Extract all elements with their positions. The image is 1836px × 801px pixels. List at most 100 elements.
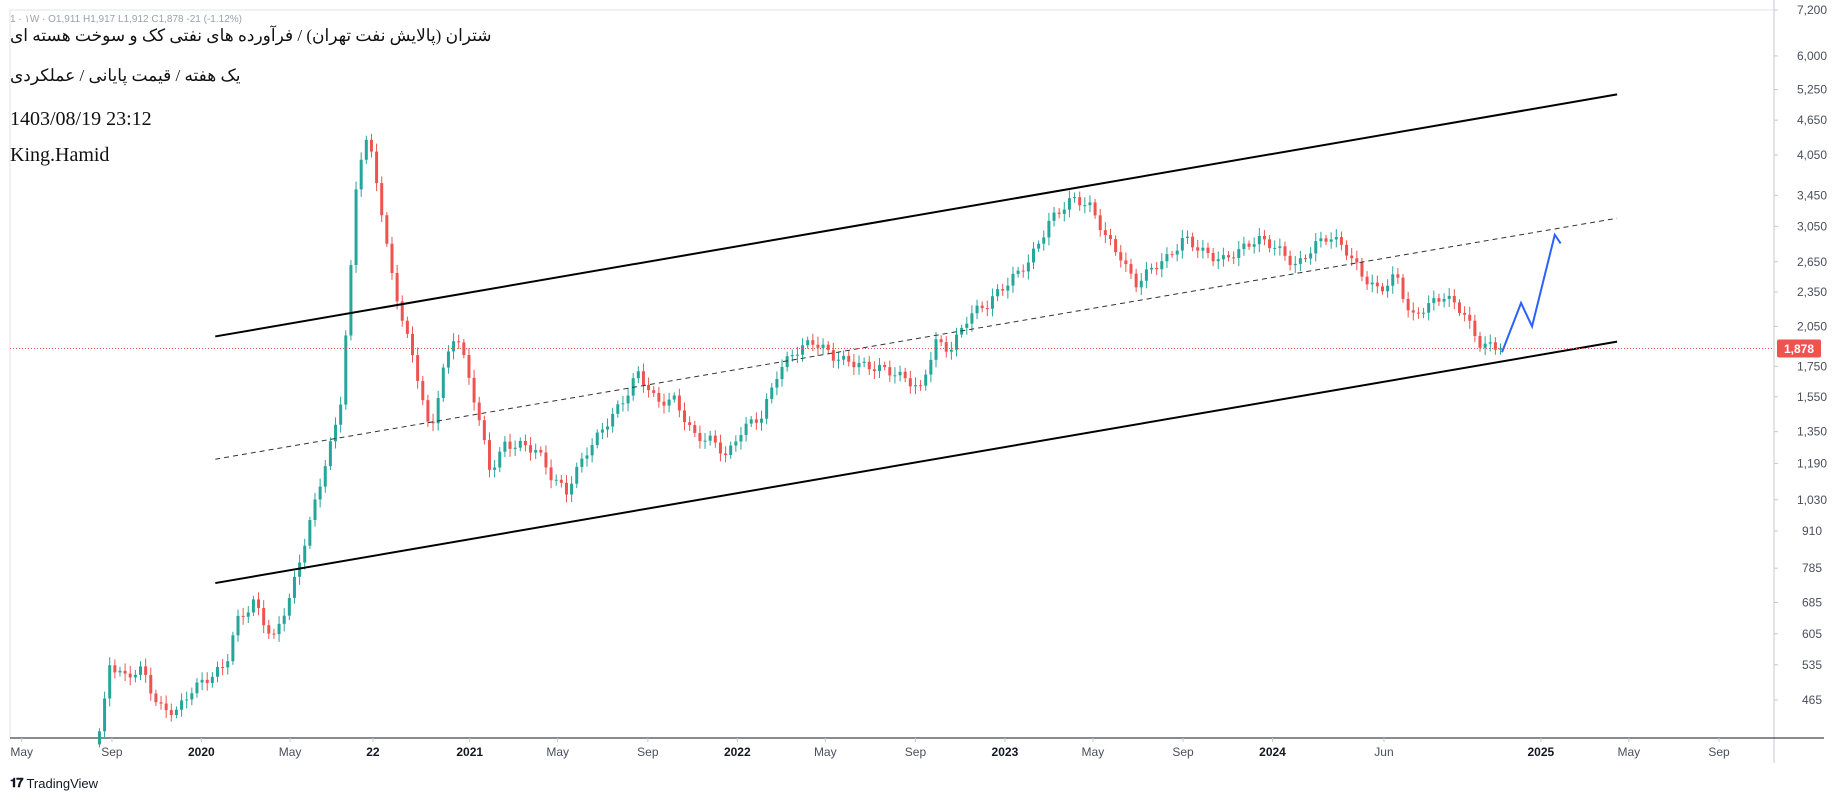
candle-body [718,442,722,454]
candle-body [344,335,348,405]
upper-channel-line [215,93,1618,338]
candle-body [729,445,733,455]
candle-body [559,479,563,483]
candle-body [1032,248,1036,263]
candle-body [1427,303,1431,313]
candle-body [128,673,132,678]
candle-body [1304,258,1308,260]
candle-body [852,361,856,368]
candle-body [1457,302,1461,313]
candle-body [1083,205,1087,207]
candle-body [1191,236,1195,248]
candle-body [190,693,194,700]
candle-body [657,392,661,402]
x-tick-label: May [814,745,837,759]
drawings-layer[interactable] [215,93,1618,585]
candle-body [416,355,420,381]
candle-body [487,440,491,470]
candle-body [472,377,476,403]
candle-body [405,320,409,334]
tradingview-logo-icon: 𝟏𝟕 [10,775,24,790]
candle-body [1232,257,1236,259]
candle-body [1268,239,1272,249]
ohlc-legend: 1 · ۱W · O1,911 H1,917 L1,912 C1,878 -21… [10,14,242,25]
x-tick-label: Sep [637,745,659,759]
x-tick-label: May [10,745,33,759]
candle-body [1144,269,1148,281]
y-tick-label: 1,750 [1797,359,1827,373]
chart-plot-area[interactable] [9,9,1775,739]
candle-body [621,403,625,405]
candle-body [421,380,425,401]
candle-body [836,359,840,361]
candle-body [1042,237,1046,244]
candle-body [195,682,199,694]
candle-body [1314,241,1318,254]
candle-body [549,467,553,481]
chart-datetime: 1403/08/19 23:12 [10,108,152,130]
candle-body [1160,261,1164,270]
candle-body [780,367,784,380]
candle-body [739,435,743,442]
candle-body [662,401,666,406]
tradingview-brand[interactable]: 𝟏𝟕 TradingView [10,775,98,791]
candle-body [590,445,594,456]
candle-body [1488,342,1492,344]
candle-body [693,425,697,433]
candle-body [1242,243,1246,250]
candle-body [570,483,574,495]
candle-body [939,339,943,343]
candle-body [1463,312,1467,315]
candle-body [708,435,712,441]
candle-body [108,665,112,699]
candle-body [113,665,117,673]
candle-body [775,379,779,388]
candle-body [457,341,461,343]
candle-body [785,356,789,368]
candle-body [215,666,219,677]
time-axis[interactable]: May Sep 2020 May 22 2021 May Sep 2022 May Sep 2023 M… [10,738,1730,759]
candle-body [236,615,240,636]
price-label: 1,878 [1784,342,1814,356]
candle-body [185,699,189,701]
candle-body [544,452,548,468]
candle-body [1088,202,1092,206]
candle-body [303,545,307,563]
candle-body [1062,209,1066,214]
candle-body [795,354,799,356]
candle-body [97,731,101,745]
x-tick-label: Sep [101,745,123,759]
candle-body [826,344,830,351]
candle-body [200,679,204,683]
candle-body [287,597,291,616]
candle-body [1257,235,1261,245]
candle-body [1339,237,1343,245]
candle-body [1119,252,1123,261]
candle-body [1221,255,1225,260]
candle-body [1011,273,1015,286]
candle-body [949,349,953,352]
candle-body [1201,247,1205,251]
candle-body [123,670,127,674]
candle-body [1499,348,1503,350]
candle-body [985,308,989,310]
candle-body [1452,295,1456,303]
price-axis[interactable]: 7,200 6,000 5,250 4,650 4,050 3,450 3,050 2,650… [1774,3,1827,707]
candle-body [606,426,610,430]
candle-body [149,674,153,694]
candle-body [159,702,163,704]
candle-body [759,418,763,423]
candle-body [154,693,158,703]
candle-body [1447,295,1451,299]
y-tick-label: 4,050 [1797,148,1827,162]
candle-body [703,440,707,442]
candle-body [878,364,882,372]
candle-body [1329,239,1333,242]
candle-body [1334,237,1338,240]
candle-body [523,440,527,446]
candle-body [1442,298,1446,302]
brand-name: TradingView [26,775,99,791]
candle-body [313,499,317,521]
candle-body [996,289,1000,297]
